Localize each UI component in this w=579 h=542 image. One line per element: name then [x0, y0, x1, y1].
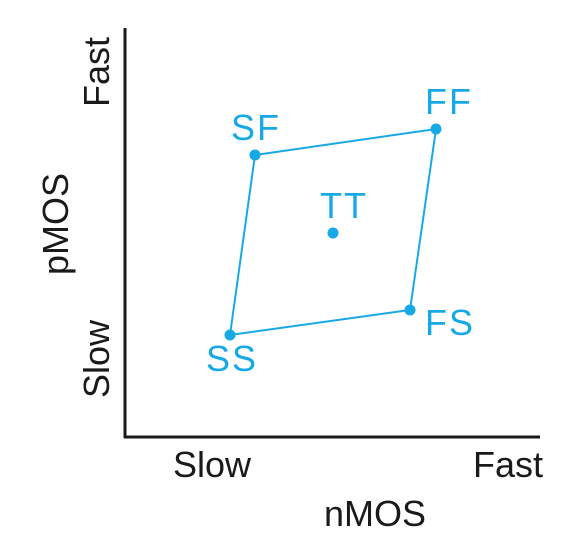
- corner-label-ss: SS: [206, 338, 258, 379]
- y-axis-tick-low: Slow: [76, 319, 117, 398]
- x-axis-tick-low: Slow: [173, 444, 252, 485]
- x-axis-label: nMOS: [324, 493, 426, 534]
- corner-label-sf: SF: [231, 107, 281, 148]
- corner-point-tt: [327, 227, 339, 239]
- corner-point-fs: [404, 304, 416, 316]
- y-axis-tick-high: Fast: [76, 37, 117, 107]
- corner-point-ff: [430, 123, 442, 135]
- corner-label-tt: TT: [320, 185, 368, 226]
- y-axis-label: pMOS: [35, 173, 76, 275]
- corner-point-ss: [224, 329, 236, 341]
- corner-point-sf: [249, 149, 261, 161]
- corner-label-fs: FS: [425, 302, 475, 343]
- corner-label-ff: FF: [425, 81, 473, 122]
- x-axis-tick-high: Fast: [473, 444, 543, 485]
